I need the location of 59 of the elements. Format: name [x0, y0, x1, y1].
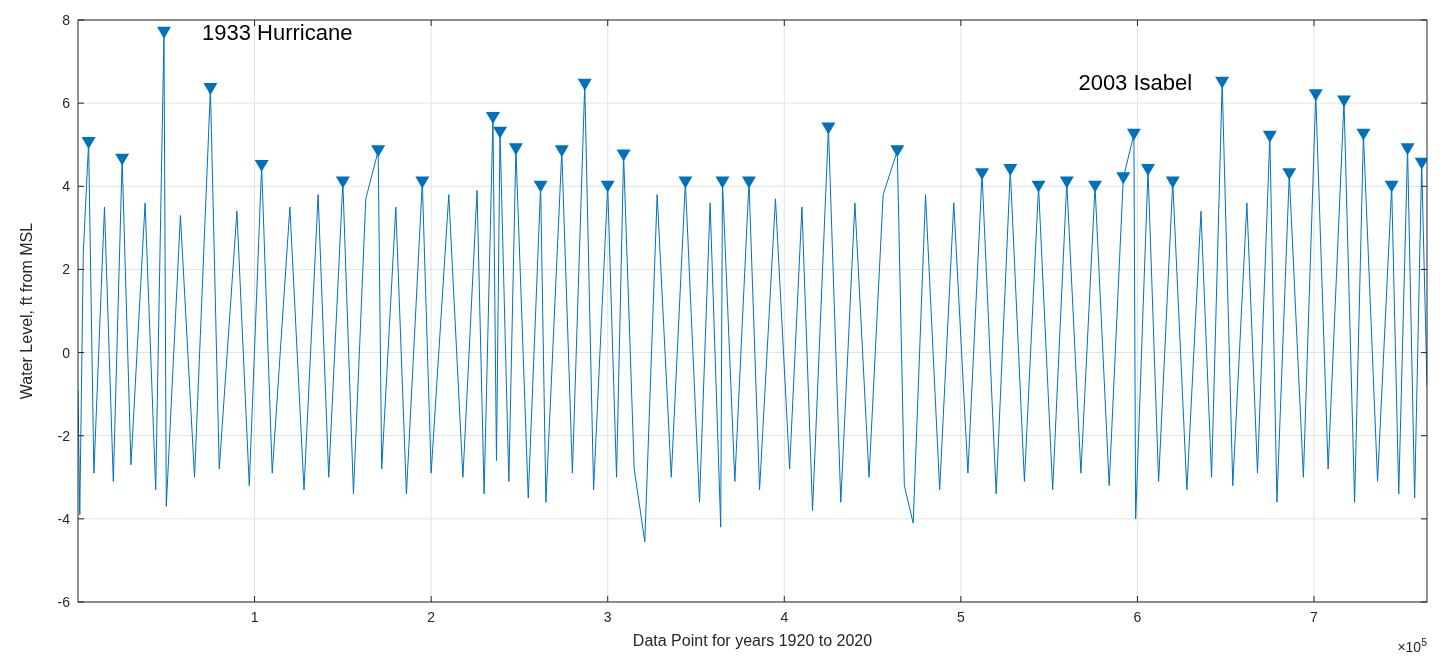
point	[1414, 157, 1427, 170]
point	[616, 149, 631, 162]
y-axis-title: Water Level, ft from MSL	[18, 222, 35, 400]
point	[890, 145, 905, 158]
y-tick-label: -2	[57, 427, 71, 444]
point	[715, 176, 730, 189]
point	[821, 122, 836, 135]
point	[1282, 168, 1297, 181]
x-tick-label: 4	[780, 609, 789, 625]
point	[1384, 180, 1399, 193]
point	[533, 180, 548, 193]
point	[1356, 128, 1371, 141]
point	[1337, 95, 1352, 108]
point	[741, 176, 756, 189]
x-tick-label: 5	[956, 609, 965, 625]
point	[508, 143, 523, 156]
point	[1400, 143, 1415, 156]
point	[485, 112, 500, 124]
point	[1116, 172, 1131, 185]
y-tick-label: 0	[62, 344, 71, 361]
point	[678, 176, 693, 189]
point	[203, 82, 218, 95]
point	[254, 159, 269, 172]
point	[335, 176, 350, 189]
y-tick-label: 8	[62, 12, 71, 28]
point	[1059, 176, 1074, 189]
y-tick-label: 6	[62, 95, 71, 112]
point	[493, 126, 507, 139]
point	[1165, 176, 1180, 189]
point	[577, 78, 592, 91]
annotation: 2003 Isabel	[1078, 70, 1193, 96]
y-tick-label: -4	[57, 510, 71, 527]
point	[975, 168, 990, 181]
point	[1031, 180, 1046, 193]
y-tick-label: -6	[57, 594, 71, 610]
point	[1308, 89, 1323, 102]
point	[1262, 130, 1277, 143]
point	[371, 145, 386, 158]
point	[1003, 164, 1018, 176]
x-tick-label: 6	[1133, 609, 1142, 625]
y-tick-label: 4	[62, 178, 71, 195]
x-tick-label: 1	[250, 609, 259, 625]
x-tick-label: 7	[1310, 609, 1319, 625]
x-tick-label: 2	[427, 609, 436, 625]
x-tick-label: 3	[603, 609, 612, 625]
text: ×10$^{5}$	[1397, 636, 1428, 655]
annotation: 1933 Hurricane	[201, 20, 353, 46]
point	[156, 26, 171, 39]
point	[415, 176, 430, 189]
point	[1215, 76, 1230, 89]
point	[554, 145, 569, 158]
point	[81, 137, 96, 149]
x-axis-title: Data Point for years 1920 to 2020	[632, 632, 873, 649]
point	[115, 153, 130, 166]
point	[1088, 180, 1103, 193]
point	[600, 180, 615, 193]
point	[1126, 128, 1141, 141]
y-tick-label: 2	[62, 261, 71, 278]
point	[1141, 164, 1156, 176]
